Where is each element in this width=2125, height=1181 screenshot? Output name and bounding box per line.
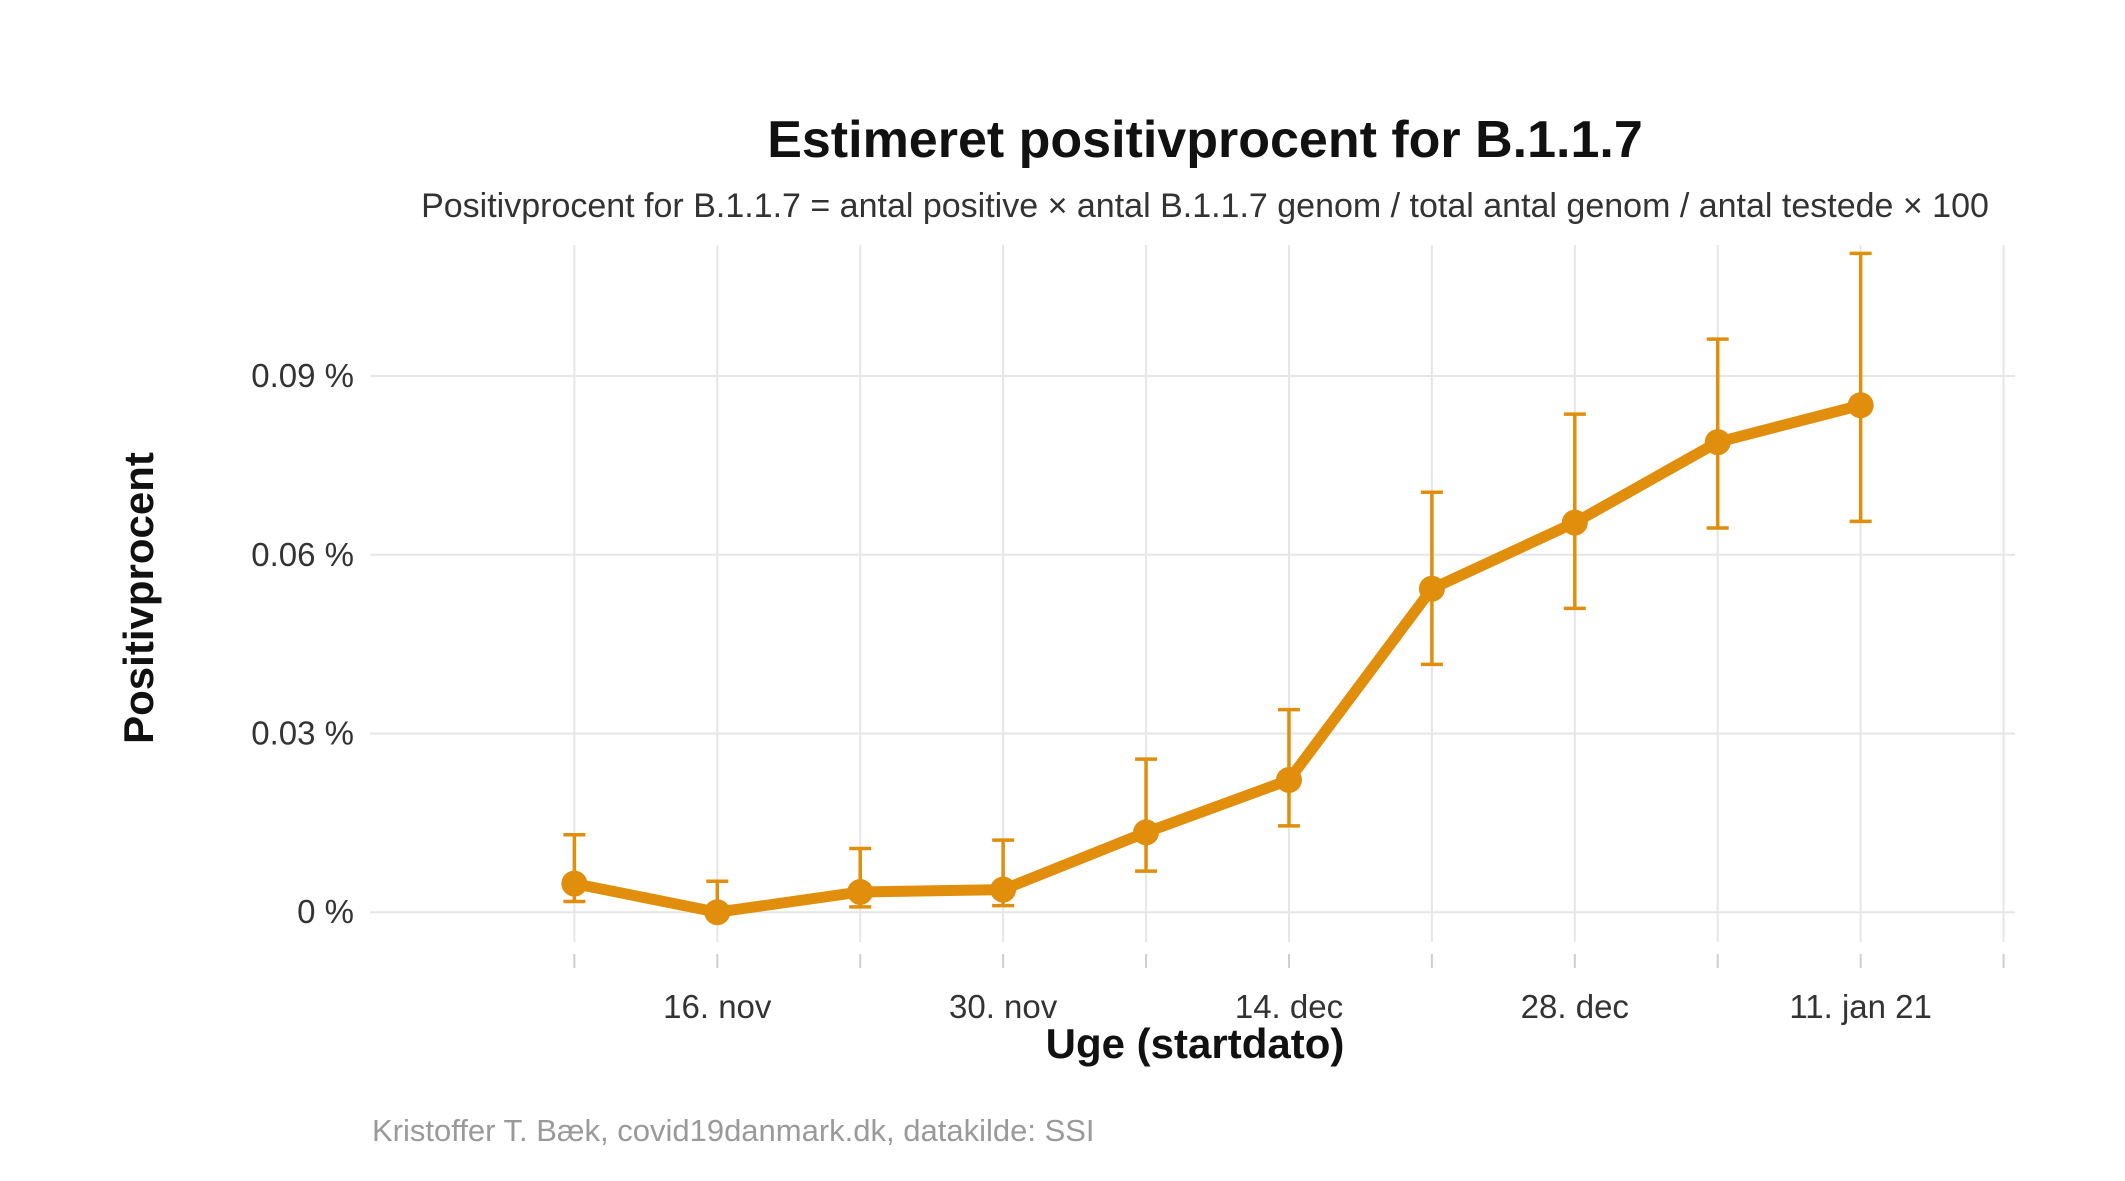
data-point <box>1133 819 1160 846</box>
caption: Kristoffer T. Bæk, covid19danmark.dk, da… <box>372 1113 1095 1148</box>
x-tick-label: 11. jan 21 <box>1789 988 1932 1025</box>
x-tick-label: 14. dec <box>1235 988 1343 1025</box>
data-point <box>561 870 588 897</box>
y-axis-title: Positivprocent <box>115 452 162 744</box>
y-tick-label: 0.06 % <box>251 536 354 573</box>
data-point <box>1847 392 1874 419</box>
y-tick-label: 0.09 % <box>251 357 354 394</box>
chart-subtitle: Positivprocent for B.1.1.7 = antal posit… <box>421 187 1989 225</box>
series-line <box>568 399 1867 918</box>
error-bar <box>1135 757 1158 873</box>
data-point <box>1561 509 1588 536</box>
data-point <box>1275 766 1302 793</box>
data-point <box>1418 575 1445 602</box>
error-bar <box>1849 251 1872 524</box>
grid <box>370 245 2015 942</box>
x-axis-title: Uge (startdato) <box>1046 1020 1345 1067</box>
x-tick-label: 16. nov <box>663 988 772 1025</box>
y-tick-label: 0.03 % <box>251 714 354 751</box>
error-bars <box>563 251 1872 914</box>
series-line-layer <box>568 399 1867 918</box>
x-axis-ticks: 16. nov 30. nov 14. dec 28. dec 11. jan 21 <box>573 954 2005 1025</box>
data-point <box>847 878 874 905</box>
y-axis-ticks: 0 % 0.03 % 0.06 % 0.09 % <box>251 357 354 930</box>
data-point <box>990 876 1017 903</box>
data-point <box>1704 429 1731 456</box>
x-tick-label: 30. nov <box>949 988 1058 1025</box>
chart-title: Estimeret positivprocent for B.1.1.7 <box>767 111 1643 169</box>
x-tick-label: 28. dec <box>1521 988 1629 1025</box>
data-points <box>561 392 1874 926</box>
y-tick-label: 0 % <box>297 893 354 930</box>
data-point <box>704 899 731 926</box>
